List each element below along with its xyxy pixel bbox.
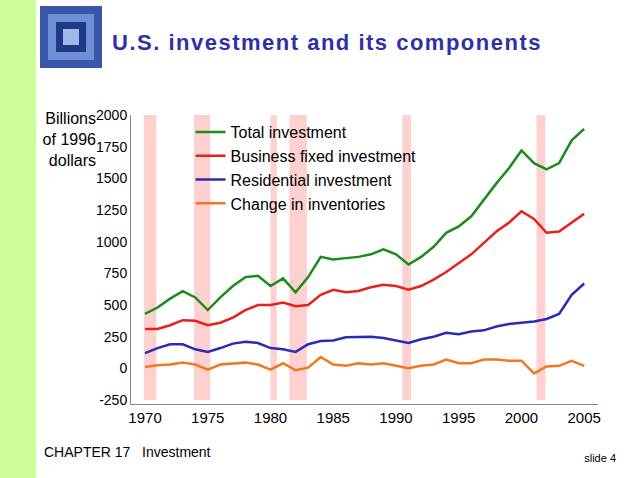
svg-text:2000: 2000 bbox=[505, 409, 538, 426]
svg-text:750: 750 bbox=[104, 265, 128, 281]
svg-text:500: 500 bbox=[104, 297, 128, 313]
svg-text:2005: 2005 bbox=[568, 409, 601, 426]
svg-text:1250: 1250 bbox=[96, 202, 127, 218]
svg-text:1990: 1990 bbox=[379, 409, 412, 426]
svg-text:250: 250 bbox=[104, 329, 128, 345]
svg-text:Change in inventories: Change in inventories bbox=[231, 196, 386, 213]
svg-text:1975: 1975 bbox=[191, 409, 224, 426]
svg-text:Business fixed investment: Business fixed investment bbox=[231, 148, 417, 165]
html-text:CHAPTER 17 Investment: CHAPTER 17 Investment bbox=[44, 444, 211, 460]
html-text:Billions: Billions bbox=[45, 110, 96, 127]
html-text:of 1996: of 1996 bbox=[42, 131, 96, 148]
svg-text:0: 0 bbox=[119, 360, 127, 376]
svg-text:1000: 1000 bbox=[96, 234, 127, 250]
svg-text:2000: 2000 bbox=[96, 107, 127, 123]
svg-text:1500: 1500 bbox=[96, 170, 127, 186]
svg-text:Total investment: Total investment bbox=[231, 124, 347, 141]
svg-text:1985: 1985 bbox=[317, 409, 350, 426]
svg-text:1980: 1980 bbox=[254, 409, 287, 426]
html-text:U.S. investment and its compon: U.S. investment and its components bbox=[112, 30, 542, 55]
svg-text:-250: -250 bbox=[99, 392, 127, 408]
svg-text:1995: 1995 bbox=[442, 409, 475, 426]
html-text:slide 4: slide 4 bbox=[584, 452, 616, 464]
svg-text:1970: 1970 bbox=[128, 409, 161, 426]
html-text:dollars: dollars bbox=[48, 152, 96, 169]
svg-text:1750: 1750 bbox=[96, 139, 127, 155]
svg-text:Residential investment: Residential investment bbox=[231, 172, 393, 189]
